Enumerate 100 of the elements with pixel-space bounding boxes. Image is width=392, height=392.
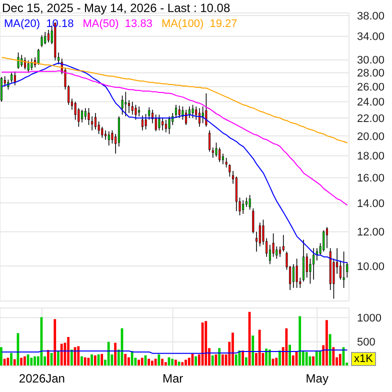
bar: [184, 360, 187, 366]
bar: [164, 362, 167, 366]
y-tick-label: 16.00: [357, 172, 385, 185]
candlestick: [342, 251, 345, 288]
candlestick: [47, 29, 50, 43]
text: x1K: [351, 352, 376, 366]
candlestick: [134, 104, 137, 120]
bar: [46, 350, 50, 366]
bar: [0, 347, 2, 366]
bar: [3, 358, 6, 366]
candlestick: [162, 118, 164, 131]
candlestick: [279, 246, 282, 258]
candlestick: [108, 130, 110, 146]
line-series: [1, 62, 348, 264]
bar: [30, 358, 33, 366]
candlestick: [242, 200, 244, 214]
y-tick-label: 38.00: [357, 10, 385, 22]
y-tick-label: 500: [357, 336, 376, 349]
candlestick: [178, 105, 180, 118]
bar: [6, 358, 10, 366]
bar: [148, 358, 150, 366]
candlestick: [24, 56, 26, 70]
bar: [94, 355, 96, 366]
bar: [140, 358, 144, 366]
candlestick: [205, 92, 208, 128]
bar: [90, 354, 94, 366]
annotation: 10.18: [46, 18, 74, 30]
y-tick-label: 26.00: [357, 82, 385, 94]
candlestick: [198, 108, 200, 128]
y-tick-label: 28.00: [357, 68, 385, 80]
candlestick: [276, 246, 278, 260]
candlestick: [144, 113, 147, 130]
candlestick: [225, 157, 228, 168]
chart-title: Dec 15, 2025 - May 14, 2026 - Last : 10.08: [2, 1, 230, 15]
y-tick-label: 1000: [357, 312, 382, 325]
bar: [211, 355, 214, 366]
candlestick: [248, 194, 251, 210]
bar: [67, 337, 70, 366]
candlestick: [0, 76, 2, 102]
bar: [23, 356, 26, 366]
annotation: 19.27: [210, 18, 238, 30]
bar: [275, 358, 278, 366]
bar: [308, 356, 312, 366]
line-series: [1, 56, 348, 144]
candlestick: [175, 104, 177, 118]
candlestick: [104, 130, 107, 140]
bar: [312, 356, 314, 366]
candlestick: [252, 208, 254, 234]
candlestick: [128, 100, 130, 114]
text: MA(100): [161, 18, 204, 30]
candlestick: [326, 226, 328, 249]
bar: [332, 347, 335, 366]
candlestick: [74, 101, 76, 120]
bar: [315, 351, 318, 366]
bar: [174, 360, 177, 366]
candlestick: [124, 91, 127, 117]
candlestick: [94, 112, 96, 130]
bar: [268, 350, 271, 366]
bar: [244, 357, 248, 366]
candlestick: [268, 244, 271, 265]
bar: [288, 344, 291, 366]
x-tick-label: Mar: [162, 372, 184, 386]
bar: [305, 352, 308, 366]
bar: [57, 351, 60, 366]
candlestick: [91, 116, 94, 131]
candlestick: [282, 234, 284, 252]
bar: [204, 321, 208, 366]
bar: [34, 356, 36, 366]
bar: [161, 358, 164, 366]
candlestick: [208, 130, 211, 152]
candlestick: [131, 101, 134, 116]
candlestick: [84, 108, 86, 120]
bar: [326, 320, 328, 366]
bar: [84, 357, 86, 366]
bar: [10, 352, 12, 366]
bar: [77, 346, 80, 366]
bar: [171, 358, 174, 366]
y-tick-label: 34.00: [357, 31, 385, 44]
candlestick: [10, 72, 13, 83]
candlestick: [14, 71, 16, 86]
x-tick-label: 2026Jan: [18, 372, 65, 386]
x-tick-label: May: [306, 372, 328, 386]
candlestick: [202, 106, 204, 124]
bar: [107, 342, 110, 366]
bar: [292, 355, 294, 366]
bar: [20, 358, 23, 366]
bar: [181, 362, 184, 366]
bar: [114, 342, 116, 366]
candlestick: [218, 147, 221, 162]
bar: [128, 357, 130, 366]
candlestick: [138, 106, 140, 117]
bar: [154, 358, 157, 366]
y-tick-label: 18.00: [357, 150, 385, 163]
bar: [194, 356, 198, 366]
bar: [80, 356, 83, 366]
candlestick: [258, 222, 261, 247]
candlestick: [212, 147, 214, 158]
candlestick: [121, 95, 124, 116]
bar: [298, 316, 302, 366]
candlestick: [30, 58, 33, 71]
